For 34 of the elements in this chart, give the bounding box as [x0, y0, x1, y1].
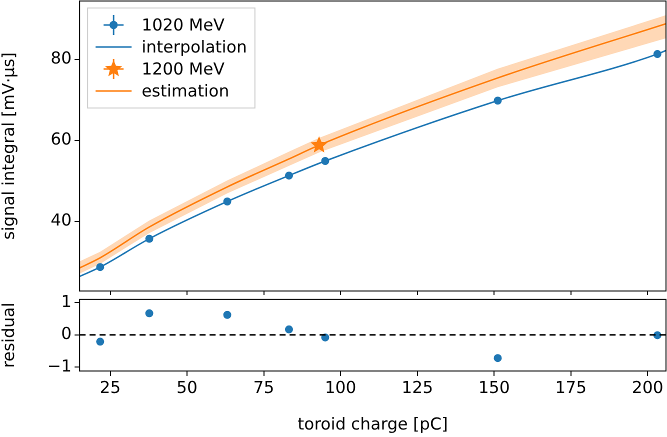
x-tick-label: 125 [402, 378, 434, 398]
point [145, 234, 154, 243]
y-tick-label: 60 [50, 130, 72, 149]
y-tick-label: −1 [47, 356, 72, 376]
x-tick-label: 175 [555, 378, 587, 398]
x-tick-label: 75 [253, 378, 274, 398]
point [145, 309, 154, 318]
x-tick-label: 100 [324, 378, 356, 398]
point [223, 197, 232, 206]
x-tick-label: 25 [100, 378, 121, 398]
point [653, 50, 662, 58]
y-axis-title: signal integral [mV·µs] [0, 52, 18, 240]
y-tick-label: 0 [61, 324, 72, 344]
point [96, 263, 104, 272]
legend-label: interpolation [142, 37, 247, 56]
point [284, 325, 293, 334]
y-tick-label: 40 [50, 210, 72, 230]
y-tick-label: 80 [50, 48, 72, 68]
point [223, 310, 232, 319]
point [284, 172, 293, 180]
x-tick-label: 200 [632, 378, 664, 398]
legend-label: 1020 MeV [142, 15, 226, 34]
point [494, 96, 502, 105]
y-axis-title: residual [0, 302, 18, 368]
point [494, 354, 502, 362]
x-tick-label: 150 [478, 378, 510, 398]
point [321, 333, 330, 342]
x-axis-title: toroid charge [pC] [298, 414, 448, 434]
legend-label: 1200 MeV [142, 59, 226, 78]
legend-label: estimation [142, 81, 230, 100]
point [321, 156, 330, 165]
x-tick-label: 50 [176, 378, 198, 398]
point [96, 338, 104, 346]
y-tick-label: 1 [61, 292, 72, 311]
